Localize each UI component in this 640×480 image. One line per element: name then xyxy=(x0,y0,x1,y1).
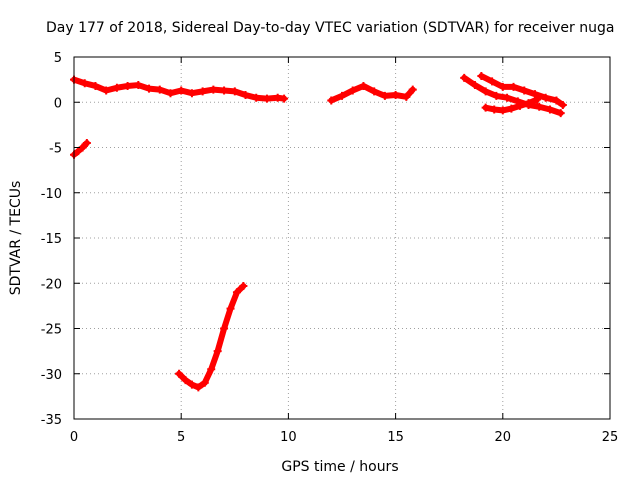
y-tick-label: 5 xyxy=(54,51,62,66)
y-axis-label: SDTVAR / TECUs xyxy=(8,181,24,296)
data-point xyxy=(481,103,490,112)
series-arc-late-b xyxy=(477,72,567,109)
y-tick-label: -25 xyxy=(41,323,62,338)
series-arc-midday xyxy=(327,81,417,105)
data-point xyxy=(492,91,501,100)
data-point xyxy=(102,86,111,95)
data-point xyxy=(91,81,100,90)
data-point xyxy=(112,83,121,92)
data-point xyxy=(488,77,497,86)
y-tick-label: -20 xyxy=(41,277,62,292)
series-arc-early-high xyxy=(70,75,289,103)
data-point xyxy=(74,147,83,156)
data-point xyxy=(370,87,379,96)
data-point xyxy=(556,109,565,118)
data-point xyxy=(207,365,216,374)
series-band xyxy=(71,139,90,158)
y-tick-label: -15 xyxy=(41,232,62,247)
grid-lines xyxy=(74,57,610,419)
data-point xyxy=(252,93,261,102)
chart-title: Day 177 of 2018, Sidereal Day-to-day VTE… xyxy=(46,20,614,36)
data-point xyxy=(520,86,529,95)
data-point xyxy=(82,138,91,147)
data-point xyxy=(198,87,207,96)
data-point xyxy=(145,84,154,93)
data-point xyxy=(134,81,143,90)
x-tick-label: 20 xyxy=(495,430,512,445)
data-point xyxy=(498,82,507,91)
data-point xyxy=(359,81,368,90)
data-point xyxy=(213,347,222,356)
y-tick-label: -30 xyxy=(41,368,62,383)
data-point xyxy=(175,369,184,378)
data-point xyxy=(209,85,218,94)
data-point xyxy=(541,93,550,102)
data-point xyxy=(123,81,132,90)
y-tick-label: -35 xyxy=(41,413,62,428)
x-tick-label: 0 xyxy=(70,430,78,445)
data-point xyxy=(181,376,190,385)
data-point xyxy=(226,304,235,313)
data-point xyxy=(515,101,524,110)
data-point xyxy=(552,96,561,105)
data-point xyxy=(507,104,516,113)
axis-ticks: 0 5 10 15 20 25 5 0 -5 -10 -15 -20 -25 -30 -35 xyxy=(41,51,619,445)
data-point xyxy=(535,102,544,111)
x-tick-label: 25 xyxy=(602,430,619,445)
data-point xyxy=(408,85,417,94)
data-point xyxy=(348,86,357,95)
data-point xyxy=(402,92,411,101)
data-point xyxy=(166,89,175,98)
data-point xyxy=(490,105,499,114)
data-point xyxy=(533,95,542,104)
x-axis-label: GPS time / hours xyxy=(281,459,398,475)
series-arc-late-a xyxy=(460,73,565,118)
data-point xyxy=(338,91,346,100)
data-point xyxy=(200,378,209,387)
y-tick-label: 0 xyxy=(54,96,62,111)
data-point xyxy=(530,90,539,99)
y-tick-label: -5 xyxy=(49,142,62,157)
series-arc-late-c xyxy=(481,95,542,115)
data-point xyxy=(262,94,271,103)
data-point xyxy=(177,86,186,95)
data-point xyxy=(280,94,289,103)
x-tick-label: 15 xyxy=(387,430,404,445)
data-point xyxy=(460,73,469,82)
data-point xyxy=(232,288,241,297)
data-point xyxy=(327,96,336,105)
x-tick-label: 10 xyxy=(280,430,297,445)
data-point xyxy=(239,281,248,290)
series-band xyxy=(461,74,564,117)
data-point xyxy=(391,91,400,100)
data-point xyxy=(80,79,89,88)
data-series xyxy=(70,72,567,392)
data-point xyxy=(187,380,196,389)
data-point xyxy=(380,91,389,100)
y-tick-label: -10 xyxy=(41,187,62,202)
series-band xyxy=(328,82,416,104)
data-point xyxy=(558,100,567,109)
data-point xyxy=(481,87,490,96)
data-point xyxy=(194,383,203,392)
data-point xyxy=(220,86,229,95)
data-point xyxy=(509,82,518,91)
data-point xyxy=(503,93,512,102)
data-point xyxy=(470,81,479,90)
x-tick-label: 5 xyxy=(177,430,185,445)
data-point xyxy=(230,87,239,96)
data-point xyxy=(498,106,507,115)
data-point xyxy=(545,105,554,114)
data-point xyxy=(477,72,486,81)
series-arc-early-low xyxy=(70,138,91,159)
data-point xyxy=(220,324,229,333)
data-point xyxy=(524,99,533,108)
series-arc-dip xyxy=(175,281,248,392)
data-point xyxy=(155,85,164,94)
data-point xyxy=(241,91,250,100)
data-point xyxy=(187,89,196,98)
